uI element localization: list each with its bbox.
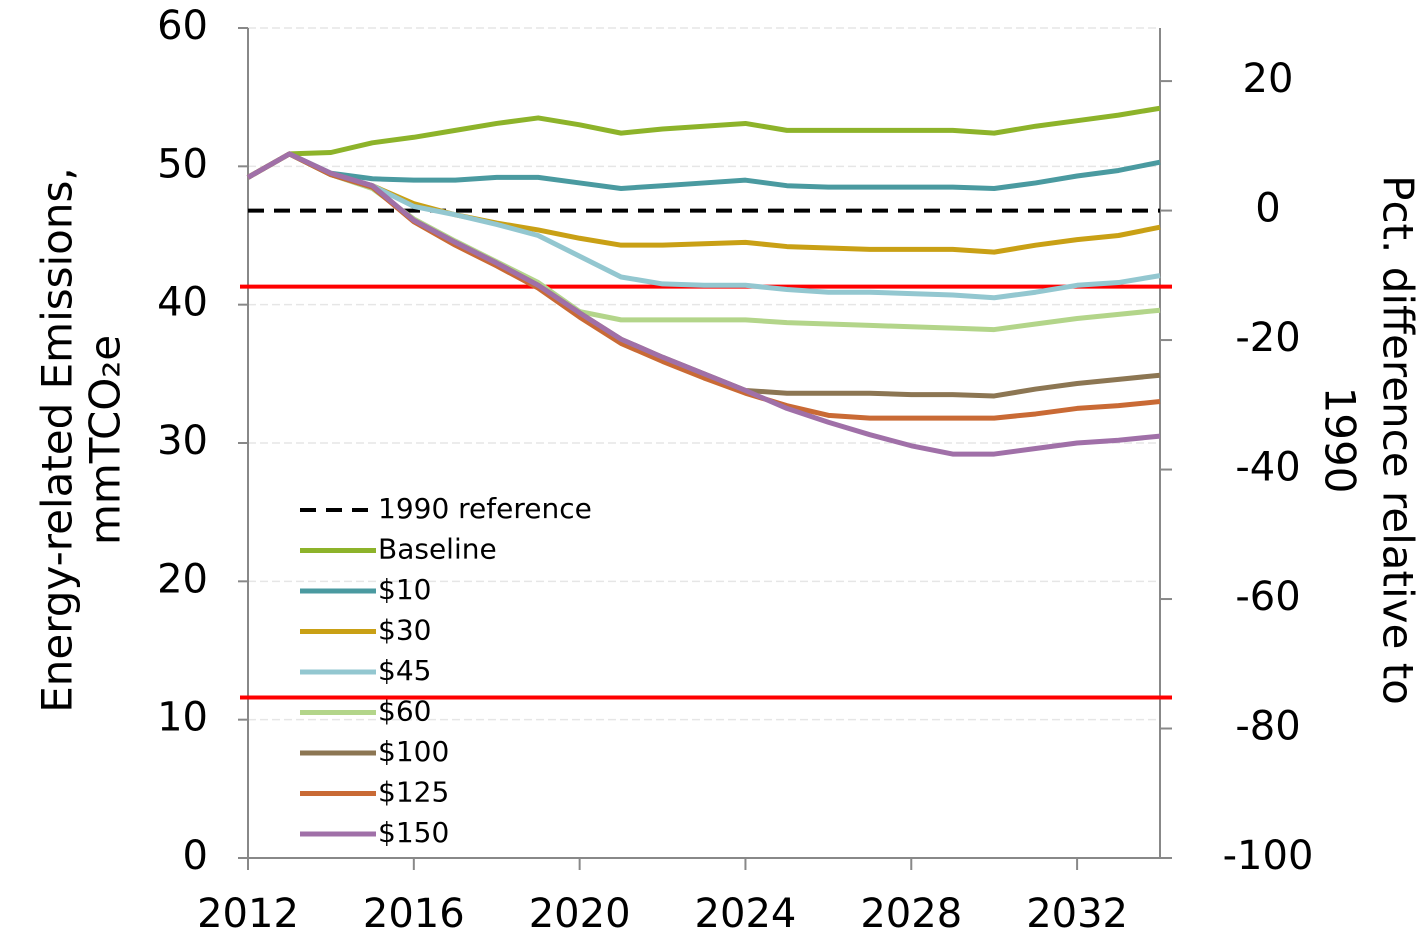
y-tick-label: 10	[157, 695, 208, 741]
legend-label: $45	[378, 654, 431, 687]
legend-label: Baseline	[378, 533, 497, 566]
y-tick-label: 20	[157, 556, 208, 602]
legend-label: $30	[378, 614, 431, 647]
y2-tick-label: -80	[1235, 704, 1300, 750]
y2-axis-title: Pct. difference relative to 1990	[1316, 175, 1423, 705]
y-axis-title-line: mmTCO₂e	[81, 335, 130, 545]
y2-axis-title-line: Pct. difference relative to	[1374, 175, 1423, 705]
series-line	[246, 105, 1161, 180]
series-line	[246, 151, 1161, 301]
y2-tick-label: -100	[1223, 833, 1314, 879]
y-tick-label: 0	[183, 833, 208, 879]
y2-axis-title-line: 1990	[1316, 387, 1365, 494]
legend-label: $100	[378, 735, 449, 768]
y2-tick-label: -40	[1235, 445, 1300, 491]
y2-tick-label: 20	[1243, 56, 1294, 102]
y2-tick-label: -20	[1235, 315, 1300, 361]
legend-label: $150	[378, 816, 449, 849]
y2-tick-label: -60	[1235, 574, 1300, 620]
y-axis-title-line: Energy-related Emissions,	[33, 167, 82, 712]
x-tick-label: 2024	[695, 891, 797, 937]
legend-label: $125	[378, 776, 449, 809]
x-tick-label: 2020	[529, 891, 631, 937]
y-tick-label: 40	[157, 280, 208, 326]
x-tick-label: 2028	[860, 891, 962, 937]
x-tick-label: 2032	[1026, 891, 1128, 937]
legend-label: $60	[378, 695, 431, 728]
series-line	[246, 151, 1161, 255]
y-tick-label: 60	[157, 3, 208, 49]
series-line	[246, 151, 1161, 191]
x-tick-label: 2012	[197, 891, 299, 937]
legend-label: 1990 reference	[378, 492, 592, 525]
x-tick-label: 2016	[363, 891, 465, 937]
series-line	[246, 151, 1161, 457]
y2-tick-label: 0	[1255, 186, 1280, 232]
y-tick-label: 50	[157, 141, 208, 187]
y-axis-title: Energy-related Emissions, mmTCO₂e	[33, 167, 130, 712]
legend-label: $10	[378, 573, 431, 606]
y-tick-label: 30	[157, 418, 208, 464]
